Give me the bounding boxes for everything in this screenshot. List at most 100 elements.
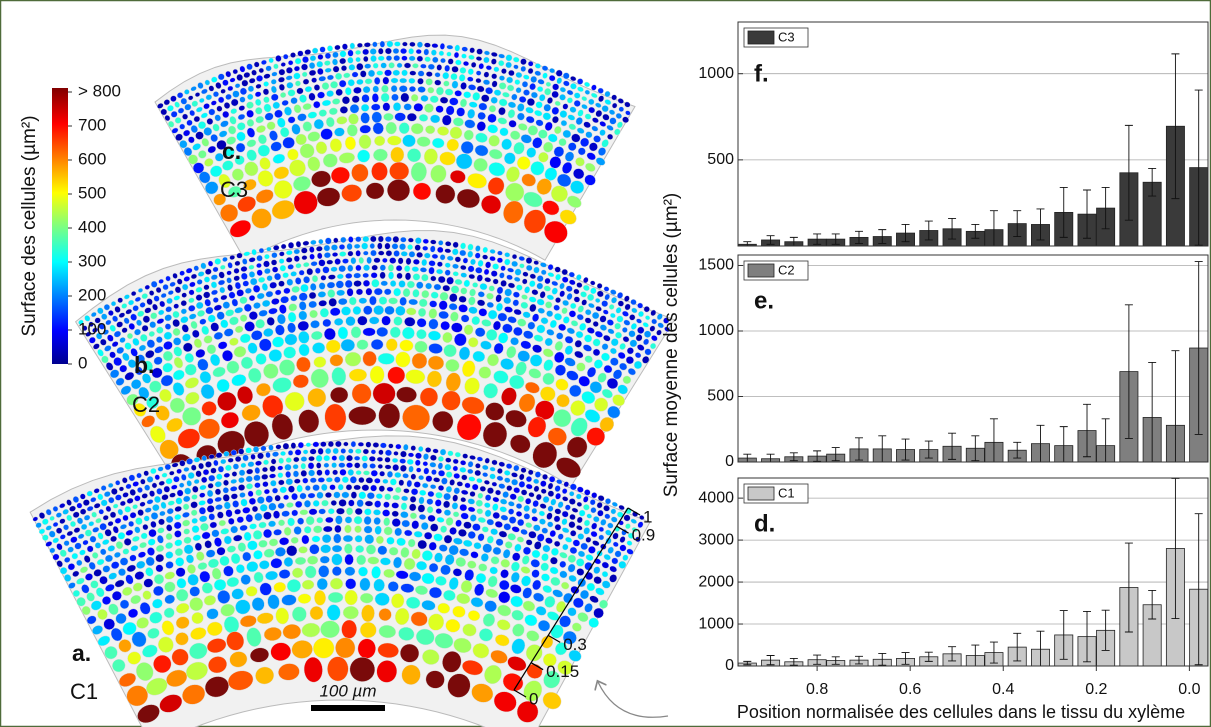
cell	[395, 265, 403, 272]
cell	[436, 268, 444, 275]
cell	[270, 479, 277, 487]
cell	[327, 274, 336, 280]
cell	[554, 266, 561, 273]
cell	[383, 517, 391, 527]
cell	[137, 310, 145, 317]
cell	[439, 42, 446, 50]
cell	[551, 287, 558, 295]
cell	[481, 195, 502, 214]
cell	[332, 65, 340, 73]
cell	[338, 454, 346, 462]
colorbar-label: Surface des cellules (µm²)	[19, 115, 40, 336]
cell	[394, 112, 406, 122]
cell	[321, 483, 328, 492]
panel-letter: c.	[222, 138, 241, 164]
cell	[571, 133, 581, 143]
cell	[210, 274, 218, 281]
cell	[364, 500, 374, 507]
cell	[285, 250, 293, 256]
cell	[408, 86, 416, 93]
cell	[485, 87, 494, 95]
cell	[431, 469, 437, 476]
cell	[327, 440, 334, 448]
cell	[326, 259, 334, 265]
cell	[424, 56, 431, 63]
cell	[355, 264, 362, 272]
cell	[548, 74, 556, 82]
scale-bar	[311, 705, 385, 711]
cell	[460, 242, 467, 250]
cell	[217, 73, 225, 81]
cell	[337, 483, 344, 491]
cell	[251, 208, 272, 229]
cell	[294, 80, 301, 87]
cell	[390, 146, 405, 163]
cell	[121, 327, 128, 334]
cell	[446, 138, 459, 152]
cell	[346, 243, 353, 251]
cell	[637, 326, 645, 334]
cell	[229, 77, 236, 83]
cell	[345, 484, 353, 491]
cell	[353, 86, 362, 94]
cell	[266, 121, 276, 131]
cell	[349, 42, 356, 50]
cell	[404, 272, 412, 281]
cell	[507, 282, 516, 289]
cell	[392, 102, 402, 112]
cell	[569, 106, 577, 113]
cell	[581, 96, 588, 102]
cell	[293, 72, 301, 80]
cell	[542, 72, 548, 79]
cell	[300, 456, 308, 462]
cell	[409, 41, 416, 47]
cell	[332, 469, 339, 476]
cell	[97, 307, 104, 315]
cell	[392, 494, 401, 501]
cell	[316, 577, 328, 591]
scale-bar-label: 100 µm	[319, 681, 376, 700]
cell	[362, 462, 368, 469]
cell	[308, 62, 316, 70]
cell	[273, 63, 279, 70]
cell	[585, 131, 593, 139]
cell	[474, 144, 489, 157]
cell	[381, 315, 391, 326]
cell	[470, 61, 477, 68]
cell	[302, 477, 309, 484]
cell	[347, 250, 354, 257]
cell	[309, 448, 317, 455]
cell	[293, 456, 300, 463]
cell	[583, 276, 589, 284]
cell	[608, 109, 616, 116]
cell	[251, 69, 257, 76]
cell	[512, 56, 520, 63]
cell	[490, 51, 498, 57]
cell	[220, 264, 226, 270]
cell	[511, 254, 518, 260]
cell	[401, 495, 409, 502]
cell	[303, 499, 311, 508]
cell	[438, 240, 444, 246]
cell	[568, 279, 576, 286]
cell	[525, 257, 533, 264]
cell	[403, 488, 410, 494]
cell	[464, 119, 476, 129]
cell	[346, 462, 353, 469]
cell	[310, 239, 317, 245]
cell	[418, 446, 424, 452]
cell	[368, 316, 380, 325]
cell	[595, 298, 601, 303]
cell	[293, 255, 300, 263]
cell	[282, 272, 289, 279]
cell	[332, 447, 339, 455]
cell	[396, 62, 403, 69]
cell	[176, 92, 184, 99]
cell	[475, 267, 483, 274]
cell	[264, 112, 274, 121]
cell	[430, 164, 447, 183]
cell	[117, 297, 124, 304]
cell	[387, 264, 395, 272]
cell	[307, 111, 318, 119]
cell	[436, 261, 443, 267]
